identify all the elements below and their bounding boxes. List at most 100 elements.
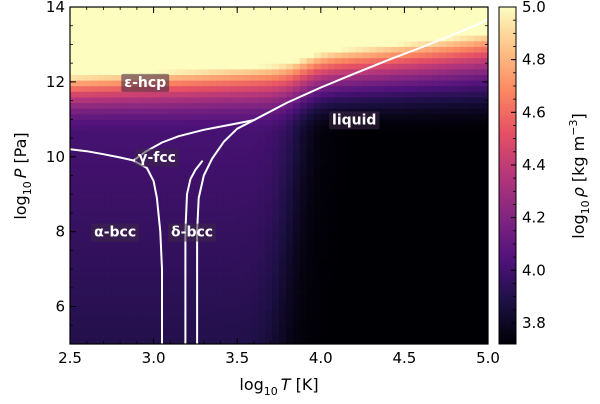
heatmap-cell [153, 40, 162, 47]
heatmap-cell [265, 287, 273, 295]
heatmap-cell [209, 164, 217, 171]
heatmap-cell [460, 91, 468, 98]
heatmap-cell [439, 147, 447, 154]
heatmap-cell [174, 175, 183, 182]
heatmap-cell [404, 192, 412, 199]
heatmap-cell [111, 338, 120, 344]
heatmap-cell [258, 40, 266, 47]
heatmap-cell [244, 130, 252, 137]
heatmap-cell [132, 220, 141, 227]
heatmap-cell [153, 304, 162, 311]
heatmap-cell [279, 214, 287, 222]
heatmap-cell [251, 108, 259, 115]
heatmap-cell [251, 7, 259, 14]
heatmap-cell [76, 35, 85, 42]
heatmap-cell [125, 124, 134, 132]
heatmap-cell [104, 265, 113, 272]
heatmap-cell [153, 130, 162, 137]
heatmap-cell [425, 282, 433, 289]
heatmap-cell [432, 254, 440, 261]
heatmap-cell [216, 18, 224, 25]
heatmap-cell [153, 214, 162, 222]
heatmap-cell [160, 51, 169, 59]
heatmap-cell [383, 18, 392, 25]
heatmap-cell [70, 242, 78, 250]
heatmap-cell [334, 327, 343, 334]
heatmap-cell [97, 153, 106, 160]
heatmap-cell [111, 96, 120, 104]
heatmap-cell [70, 282, 78, 289]
heatmap-cell [313, 80, 322, 87]
heatmap-cell [397, 175, 405, 182]
heatmap-cell [76, 315, 85, 323]
heatmap-cell [474, 147, 482, 154]
heatmap-cell [181, 23, 190, 31]
heatmap-cell [411, 51, 419, 59]
heatmap-cell [188, 141, 196, 149]
heatmap-cell [397, 293, 405, 300]
heatmap-cell [432, 186, 440, 193]
heatmap-cell [439, 96, 447, 104]
heatmap-cell [446, 141, 454, 149]
heatmap-cell [139, 102, 148, 109]
phase-boundary-alpha-gamma-lower [132, 159, 163, 344]
heatmap-cell [223, 108, 231, 115]
heatmap-cell [418, 136, 426, 143]
heatmap-cell [174, 51, 183, 59]
heatmap-cell [244, 63, 252, 70]
heatmap-cell [446, 35, 454, 42]
heatmap-cell [195, 12, 203, 19]
heatmap-cell [453, 46, 461, 53]
heatmap-cell [320, 23, 329, 31]
heatmap-cell [453, 220, 461, 227]
heatmap-cell [160, 226, 169, 233]
heatmap-cell [299, 57, 308, 64]
heatmap-cell [362, 164, 371, 171]
heatmap-cell [397, 102, 405, 109]
heatmap-cell [195, 136, 203, 143]
heatmap-cell [230, 209, 238, 216]
heatmap-cell [390, 23, 399, 31]
heatmap-cell [355, 209, 364, 216]
heatmap-cell [216, 310, 224, 317]
heatmap-cell [474, 242, 482, 250]
heatmap-cell [467, 169, 475, 177]
heatmap-cell [467, 220, 475, 227]
heatmap-cell [125, 18, 134, 25]
heatmap-cell [313, 186, 322, 193]
heatmap-cell [439, 265, 447, 272]
heatmap-cell [202, 276, 210, 283]
heatmap-cell [397, 214, 405, 222]
heatmap-cell [202, 18, 210, 25]
heatmap-cell [223, 175, 231, 182]
heatmap-cell [132, 164, 141, 171]
heatmap-cell [279, 169, 287, 177]
heatmap-cell [439, 68, 447, 75]
heatmap-cell [209, 18, 217, 25]
heatmap-cell [167, 299, 176, 306]
heatmap-cell [418, 12, 426, 19]
heatmap-cell [432, 113, 440, 120]
heatmap-cell [237, 181, 245, 188]
heatmap-cell [404, 51, 412, 59]
heatmap-cell [216, 91, 224, 98]
heatmap-cell [341, 169, 350, 177]
heatmap-cell [188, 192, 196, 199]
heatmap-cell [299, 209, 308, 216]
heatmap-cell [167, 203, 176, 210]
heatmap-cell [432, 147, 440, 154]
heatmap-cell [146, 265, 155, 272]
heatmap-cell [327, 327, 336, 334]
heatmap-cell [223, 220, 231, 227]
heatmap-cell [195, 46, 203, 53]
heatmap-cell [299, 237, 308, 244]
heatmap-cell [390, 310, 399, 317]
heatmap-cell [390, 186, 399, 193]
heatmap-cell [111, 175, 120, 182]
heatmap-cell [418, 265, 426, 272]
heatmap-cell [341, 158, 350, 165]
heatmap-cell [411, 102, 419, 109]
heatmap-cell [369, 315, 378, 323]
heatmap-cell [467, 40, 475, 47]
heatmap-cell [195, 169, 203, 177]
